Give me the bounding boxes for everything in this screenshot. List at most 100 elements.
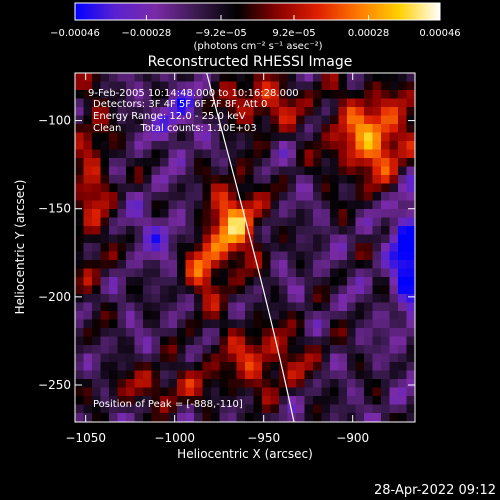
heatmap-pixel — [296, 302, 306, 312]
heatmap-pixel — [151, 149, 161, 159]
heatmap-pixel — [389, 217, 399, 227]
heatmap-pixel — [228, 243, 238, 253]
heatmap-pixel — [372, 336, 382, 346]
heatmap-pixel — [364, 115, 374, 125]
heatmap-pixel — [406, 413, 415, 422]
heatmap-pixel — [338, 396, 348, 406]
heatmap-pixel — [151, 311, 161, 321]
heatmap-pixel — [177, 328, 187, 338]
heatmap-pixel — [117, 234, 127, 244]
heatmap-pixel — [270, 353, 280, 363]
heatmap-pixel — [279, 226, 289, 236]
heatmap-pixel — [347, 158, 357, 168]
heatmap-pixel — [134, 319, 144, 329]
heatmap-pixel — [126, 115, 136, 125]
heatmap-pixel — [262, 328, 272, 338]
heatmap-pixel — [143, 141, 153, 151]
heatmap-pixel — [160, 328, 170, 338]
heatmap-pixel — [279, 251, 289, 261]
heatmap-pixel — [83, 73, 93, 83]
heatmap-pixel — [406, 90, 415, 100]
heatmap-pixel — [321, 336, 331, 346]
heatmap-pixel — [219, 319, 229, 329]
heatmap-pixel — [75, 132, 85, 142]
heatmap-pixel — [83, 421, 93, 422]
heatmap-pixel — [202, 328, 212, 338]
heatmap-pixel — [185, 183, 195, 193]
heatmap-pixel — [398, 73, 408, 83]
heatmap-pixel — [185, 328, 195, 338]
heatmap-pixel — [202, 268, 212, 278]
heatmap-pixel — [287, 387, 297, 397]
heatmap-pixel — [143, 149, 153, 159]
heatmap-pixel — [406, 81, 415, 91]
heatmap-pixel — [279, 243, 289, 253]
heatmap-pixel — [270, 336, 280, 346]
heatmap-pixel — [355, 183, 365, 193]
heatmap-pixel — [202, 413, 212, 422]
heatmap-pixel — [202, 243, 212, 253]
heatmap-pixel — [219, 328, 229, 338]
heatmap-pixel — [270, 149, 280, 159]
heatmap-pixel — [160, 413, 170, 422]
heatmap-pixel — [236, 302, 246, 312]
heatmap-pixel — [168, 158, 178, 168]
heatmap-pixel — [134, 268, 144, 278]
heatmap-pixel — [381, 421, 391, 422]
heatmap-pixel — [381, 81, 391, 91]
heatmap-pixel — [347, 98, 357, 108]
heatmap-pixel — [117, 73, 127, 83]
heatmap-pixel — [287, 132, 297, 142]
heatmap-pixel — [100, 285, 110, 295]
heatmap-pixel — [245, 73, 255, 83]
heatmap-pixel — [338, 311, 348, 321]
heatmap-pixel — [194, 166, 204, 176]
heatmap-pixel — [100, 379, 110, 389]
heatmap-pixel — [321, 251, 331, 261]
heatmap-pixel — [160, 311, 170, 321]
heatmap-pixel — [194, 319, 204, 329]
heatmap-pixel — [398, 268, 408, 278]
heatmap-pixel — [372, 200, 382, 210]
heatmap-pixel — [245, 353, 255, 363]
heatmap-pixel — [287, 421, 297, 422]
heatmap-pixel — [279, 166, 289, 176]
heatmap-pixel — [389, 115, 399, 125]
heatmap-pixel — [245, 362, 255, 372]
heatmap-pixel — [406, 115, 415, 125]
heatmap-pixel — [330, 379, 340, 389]
heatmap-pixel — [126, 192, 136, 202]
heatmap-pixel — [406, 251, 415, 261]
colorbar-ticks: −0.00046 −0.00028 −9.2e−05 9.2e−05 0.00028 0.… — [50, 15, 461, 39]
heatmap-pixel — [194, 158, 204, 168]
heatmap-pixel — [185, 107, 195, 117]
heatmap-pixel — [75, 260, 85, 270]
heatmap-pixel — [126, 132, 136, 142]
heatmap-pixel — [262, 277, 272, 287]
heatmap-pixel — [279, 115, 289, 125]
heatmap-pixel — [262, 421, 272, 422]
heatmap-pixel — [347, 81, 357, 91]
heatmap-pixel — [313, 311, 323, 321]
heatmap-pixel — [177, 413, 187, 422]
heatmap-pixel — [92, 319, 102, 329]
heatmap-pixel — [287, 285, 297, 295]
heatmap-pixel — [126, 226, 136, 236]
heatmap-pixel — [279, 200, 289, 210]
heatmap-pixel — [143, 302, 153, 312]
heatmap-pixel — [398, 200, 408, 210]
heatmap-pixel — [279, 421, 289, 422]
heatmap-pixel — [304, 370, 314, 380]
heatmap-pixel — [372, 345, 382, 355]
heatmap-pixel — [211, 158, 221, 168]
colorbar — [74, 2, 441, 21]
heatmap-pixel — [202, 336, 212, 346]
heatmap-pixel — [347, 200, 357, 210]
heatmap-pixel — [109, 90, 119, 100]
heatmap-pixel — [151, 319, 161, 329]
heatmap-pixel — [321, 421, 331, 422]
heatmap-pixel — [109, 421, 119, 422]
heatmap-pixel — [321, 81, 331, 91]
heatmap-pixel — [262, 149, 272, 159]
heatmap-pixel — [287, 115, 297, 125]
